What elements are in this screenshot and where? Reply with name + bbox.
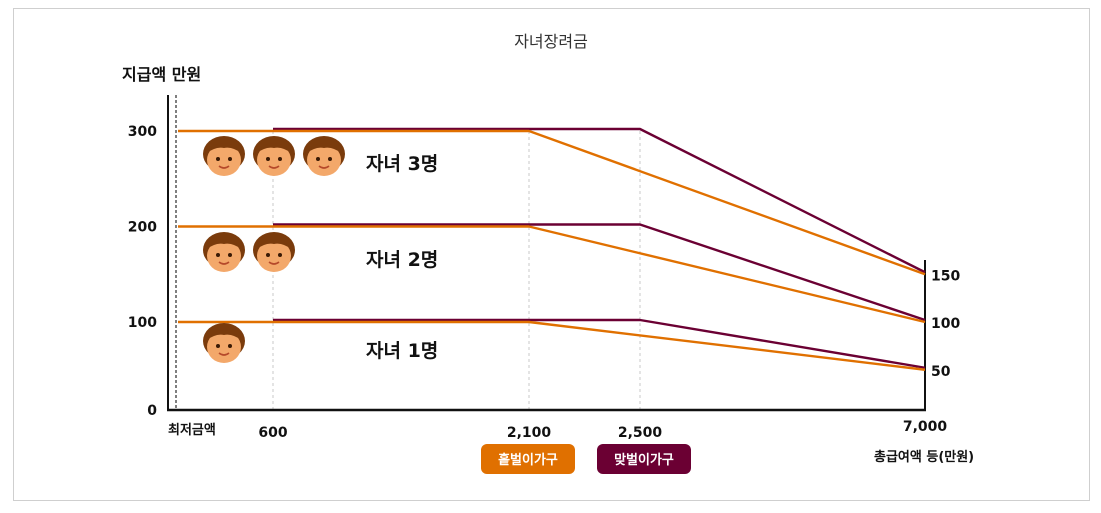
chart-frame [13,8,1090,501]
chart-title: 자녀장려금 [514,32,588,51]
dual-series-line [273,318,926,369]
legend-swatch-dual [597,444,691,474]
child-face-icon [203,323,245,363]
dual-series-line [273,223,926,322]
x-axis-label: 총급여액 등(만원) [874,449,974,465]
axes [167,95,926,412]
dual-series-line [273,127,926,274]
x-start-label: 최저금액 [168,423,216,438]
legend: 홑벌이가구 맞벌이가구 [481,444,691,474]
single-series-line [178,320,926,371]
child-face-icon [253,232,295,272]
child-face-icon [303,136,345,176]
x-tick-label: 600 [258,425,287,441]
child-face-icon [203,232,245,272]
y-tick-label: 0 [147,403,157,419]
y-axis-label: 지급액 만원 [122,65,201,84]
y-tick-label: 300 [128,124,157,140]
group-label: 자녀 3명 [366,153,438,175]
group-label: 자녀 2명 [366,249,438,271]
x-tick-label: 2,100 [507,425,552,441]
series-lines [178,127,926,371]
y-tick-label: 100 [128,315,157,331]
single-series-line [178,129,926,276]
x-tick-label: 7,000 [903,419,948,435]
y-tick-label: 200 [128,220,157,236]
legend-label-single: 홑벌이가구 [498,452,558,468]
child-face-icon [253,136,295,176]
x-tick-label: 2,500 [618,425,663,441]
right-tick-label: 100 [931,316,960,332]
legend-label-dual: 맞벌이가구 [614,452,674,468]
group-label: 자녀 1명 [366,340,438,362]
child-face-icon [203,136,245,176]
child-faces [203,136,345,363]
single-series-line [178,225,926,324]
right-tick-label: 50 [931,364,951,380]
right-tick-label: 150 [931,268,960,284]
tick-labels: 0 100 200 300 150 100 50 600 2,100 2,500 7,000 자녀 3… [128,124,961,441]
legend-swatch-single [481,444,575,474]
